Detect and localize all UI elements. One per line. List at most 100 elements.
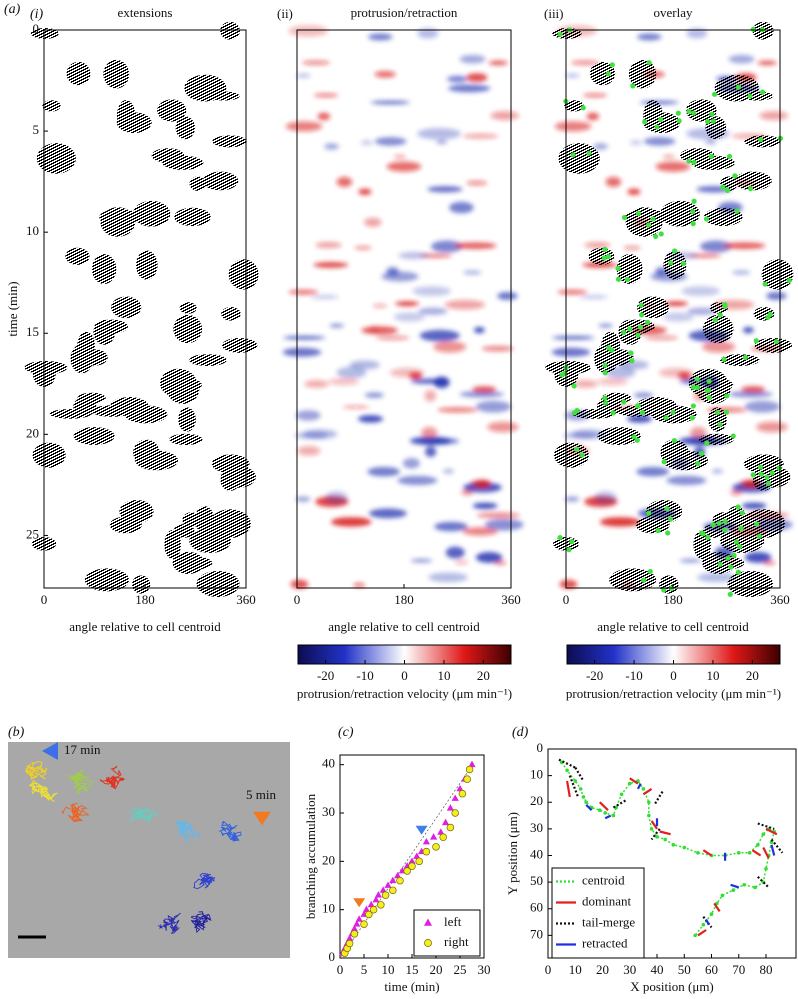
branch-point [690, 403, 696, 409]
branch-point [642, 119, 648, 125]
velocity-streak [723, 242, 766, 250]
x-tick-label: 20 [430, 962, 443, 977]
velocity-streak [643, 137, 676, 146]
colorbar-tick-label: 20 [477, 668, 490, 683]
velocity-streak [741, 386, 766, 393]
extension-blob [703, 207, 743, 227]
data-point [381, 891, 390, 899]
x-tick-label: 30 [478, 962, 491, 977]
velocity-streak [679, 558, 702, 563]
velocity-streak [559, 579, 578, 589]
velocity-streak [473, 479, 492, 489]
extension-blob [660, 200, 700, 227]
branch-point [646, 510, 652, 516]
centroid-point [614, 805, 618, 810]
panel-label: (d) [512, 725, 529, 740]
branch-point [670, 409, 676, 415]
velocity-streak [419, 329, 460, 342]
x-tick-label: 10 [382, 962, 395, 977]
velocity-streak [349, 360, 380, 370]
velocity-streak [433, 341, 467, 353]
branch-point [773, 338, 780, 345]
branch-point [641, 577, 647, 583]
branch-point [757, 464, 764, 470]
branch-point [725, 555, 731, 561]
centroid-point [584, 800, 588, 805]
extension-blob [73, 397, 97, 417]
velocity-streak [295, 410, 321, 421]
branch-point [602, 362, 608, 368]
x-tick-label: 70 [732, 962, 745, 977]
centroid-point [696, 851, 700, 855]
y-axis-label: branching accumulation [303, 793, 318, 919]
velocity-streak [645, 335, 679, 340]
extension-blob [91, 254, 117, 285]
branch-point [605, 253, 612, 260]
branch-point [722, 527, 728, 533]
extension-blob [135, 250, 158, 280]
series-line [566, 777, 778, 937]
colorbar-tick-label: 20 [746, 668, 759, 683]
panel-title: extensions [118, 5, 173, 20]
velocity-streak [484, 518, 524, 531]
extension-blob [202, 171, 239, 191]
extension-blob [719, 528, 765, 553]
velocity-streak [597, 377, 628, 386]
extension-blob [660, 439, 689, 466]
velocity-streak [282, 347, 322, 357]
velocity-streak [395, 301, 420, 307]
branch-point [637, 324, 644, 330]
extension-blob [705, 116, 727, 140]
velocity-streak [472, 386, 497, 393]
velocity-streak [296, 73, 311, 78]
branch-point [722, 518, 728, 525]
branch-point [739, 510, 745, 516]
legend-marker [423, 918, 433, 926]
velocity-streak [427, 186, 463, 193]
data-point [369, 905, 378, 914]
data-point [346, 934, 354, 942]
extension-blob [189, 354, 227, 366]
velocity-streak [582, 93, 608, 98]
branch-point [609, 62, 615, 68]
branch-point [704, 440, 710, 446]
branch-point [721, 356, 727, 362]
extension-blob [157, 99, 187, 122]
velocity-streak [463, 270, 482, 275]
centroid-point [736, 851, 741, 855]
panel-label: (b) [8, 725, 25, 740]
velocity-streak [325, 491, 348, 504]
velocity-streak [374, 137, 407, 146]
data-point [345, 939, 354, 948]
centroid-point [731, 888, 736, 892]
x-tick-label: 50 [678, 962, 691, 977]
centroid-point [709, 912, 714, 916]
branch-point [728, 564, 734, 570]
event-marker [415, 825, 428, 835]
branch-point [710, 118, 716, 124]
extension-blob [616, 254, 643, 285]
branch-point [665, 530, 671, 536]
extension-blob [164, 530, 182, 560]
panel-label: (i) [30, 7, 44, 22]
figure-label: (a) [4, 2, 21, 17]
trajectory [128, 806, 158, 824]
data-point [377, 901, 385, 909]
extension-blob [553, 442, 589, 468]
velocity-streak [462, 133, 499, 139]
extension-blob [212, 135, 247, 148]
extension-blob [174, 207, 211, 227]
extension-blob [616, 405, 661, 417]
branch-point [737, 544, 743, 550]
velocity-streak [445, 546, 465, 559]
velocity-streak [623, 246, 641, 250]
velocity-streak [412, 286, 451, 297]
branch-point [639, 312, 645, 318]
x-tick-label: 180 [135, 592, 155, 607]
extension-blob [727, 570, 774, 597]
velocity-streak [364, 217, 382, 227]
centroid-point [578, 787, 583, 791]
centroid-point [761, 832, 766, 836]
velocity-streak [481, 346, 514, 352]
velocity-streak [462, 527, 498, 536]
